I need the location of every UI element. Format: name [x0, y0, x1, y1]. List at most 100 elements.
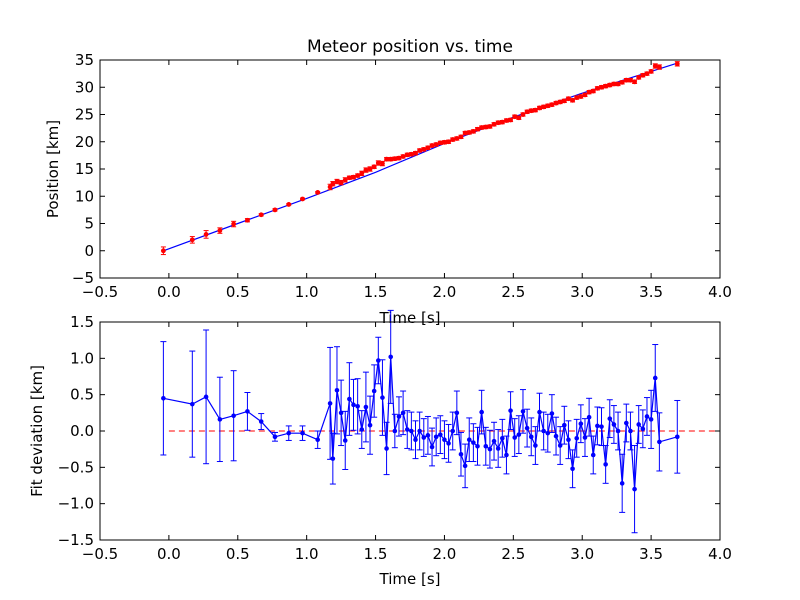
position-observation-point [632, 79, 637, 85]
residual-point [512, 435, 518, 440]
residual-x-tick-label: 0.0 [157, 545, 181, 563]
position-x-tick-label: 2.5 [501, 283, 525, 301]
position-observation-point [371, 164, 377, 170]
residual-point [549, 411, 555, 416]
position-y-tick-label: 35 [75, 51, 94, 69]
position-observation-point [487, 124, 493, 129]
position-observation-point [454, 136, 460, 141]
position-observation-point [603, 83, 609, 89]
residual-point [595, 423, 600, 429]
residual-point [607, 416, 613, 421]
residual-y-tick-label: −1.5 [58, 531, 94, 549]
residual-y-tick-label: −1.0 [58, 495, 94, 513]
position-observation-point [458, 134, 464, 140]
position-observation-point [537, 105, 542, 111]
position-observation-point [203, 232, 209, 237]
position-x-tick-label: 3.0 [570, 283, 594, 301]
position-x-tick-label: 1.0 [295, 283, 319, 301]
residual-point [619, 481, 625, 486]
position-observation-point [367, 166, 373, 172]
residual-point [586, 414, 592, 420]
residual-x-tick-label: 4.0 [708, 545, 732, 563]
position-observation-point [611, 81, 617, 87]
residual-y-tick-label: −0.5 [58, 458, 94, 476]
position-observation-point [338, 180, 344, 186]
residual-point [516, 432, 522, 437]
position-observation-point [462, 130, 468, 136]
position-observation-point [342, 177, 348, 183]
position-observation-point [315, 190, 321, 195]
position-observation-point [557, 99, 563, 105]
position-observation-point [479, 125, 485, 130]
residual-point [388, 354, 394, 360]
position-observation-point [189, 237, 195, 243]
residual-point [624, 420, 629, 426]
residual-point [355, 403, 360, 409]
residual-point [413, 437, 418, 443]
position-axes-frame [99, 59, 721, 279]
residual-point [504, 452, 509, 458]
position-observation-point [300, 196, 305, 202]
position-y-tick-label: 0 [84, 242, 94, 260]
position-x-tick-label: 0.5 [226, 283, 250, 301]
residual-x-tick-label: 2.5 [501, 545, 525, 563]
residual-point [446, 441, 451, 446]
residual-point [231, 413, 236, 419]
position-x-label: Time [s] [379, 309, 441, 327]
residual-point [400, 410, 406, 416]
position-observation-point [574, 95, 580, 101]
residual-point [636, 422, 642, 427]
residual-point [384, 446, 389, 451]
residual-point [599, 424, 604, 429]
residual-x-label: Time [s] [379, 570, 441, 588]
residual-point [652, 375, 658, 381]
position-observation-point [615, 81, 621, 87]
residual-point [367, 422, 373, 428]
position-observation-point [351, 174, 356, 180]
residual-point [495, 446, 501, 451]
position-y-tick-label: −5 [72, 269, 94, 287]
position-observation-point [466, 130, 472, 135]
residual-point [433, 434, 439, 440]
residual-point [553, 433, 559, 439]
position-observation-point [582, 92, 588, 98]
position-x-tick-label: 0.0 [157, 283, 181, 301]
position-y-tick-label: 20 [75, 133, 94, 151]
residual-point [557, 443, 563, 448]
residual-point [458, 451, 464, 457]
position-observation-point [578, 94, 584, 99]
position-observation-point [272, 207, 278, 213]
position-observation-point [524, 109, 530, 115]
position-y-ticks: −5 0 5 10 15 20 25 30 35 [72, 51, 720, 287]
position-observation-point [491, 121, 497, 127]
residual-point [537, 409, 542, 415]
residual-point [644, 414, 650, 419]
position-observation-point [231, 221, 237, 227]
position-observation-point [217, 228, 223, 233]
position-observation-point [363, 167, 369, 173]
residual-point [562, 422, 567, 428]
position-observation-point [380, 161, 385, 166]
position-observation-point [508, 117, 513, 123]
residual-y-tick-label: 1.5 [70, 313, 94, 331]
position-observation-point [330, 181, 336, 187]
position-y-tick-label: 5 [84, 215, 94, 233]
position-observation-point [429, 143, 435, 148]
residual-point [421, 435, 427, 440]
position-observation-point [334, 179, 340, 184]
position-observation-point [636, 75, 642, 80]
residual-y-tick-label: 0.5 [70, 386, 94, 404]
position-observation-point [541, 104, 547, 110]
residual-point [500, 435, 505, 441]
residual-point [404, 427, 410, 432]
position-observation-point [421, 146, 427, 152]
residual-point [657, 439, 662, 445]
residual-point [528, 434, 534, 440]
residual-point [315, 437, 320, 443]
residual-y-label: Fit deviation [km] [28, 365, 46, 497]
position-x-ticks: −0.5 0.0 0.5 1.0 1.5 2.0 2.5 3.0 3.5 4.0 [82, 60, 732, 301]
residual-point [330, 456, 336, 461]
position-y-tick-label: 10 [75, 187, 94, 205]
residual-point [570, 466, 575, 472]
residual-point [640, 426, 646, 432]
